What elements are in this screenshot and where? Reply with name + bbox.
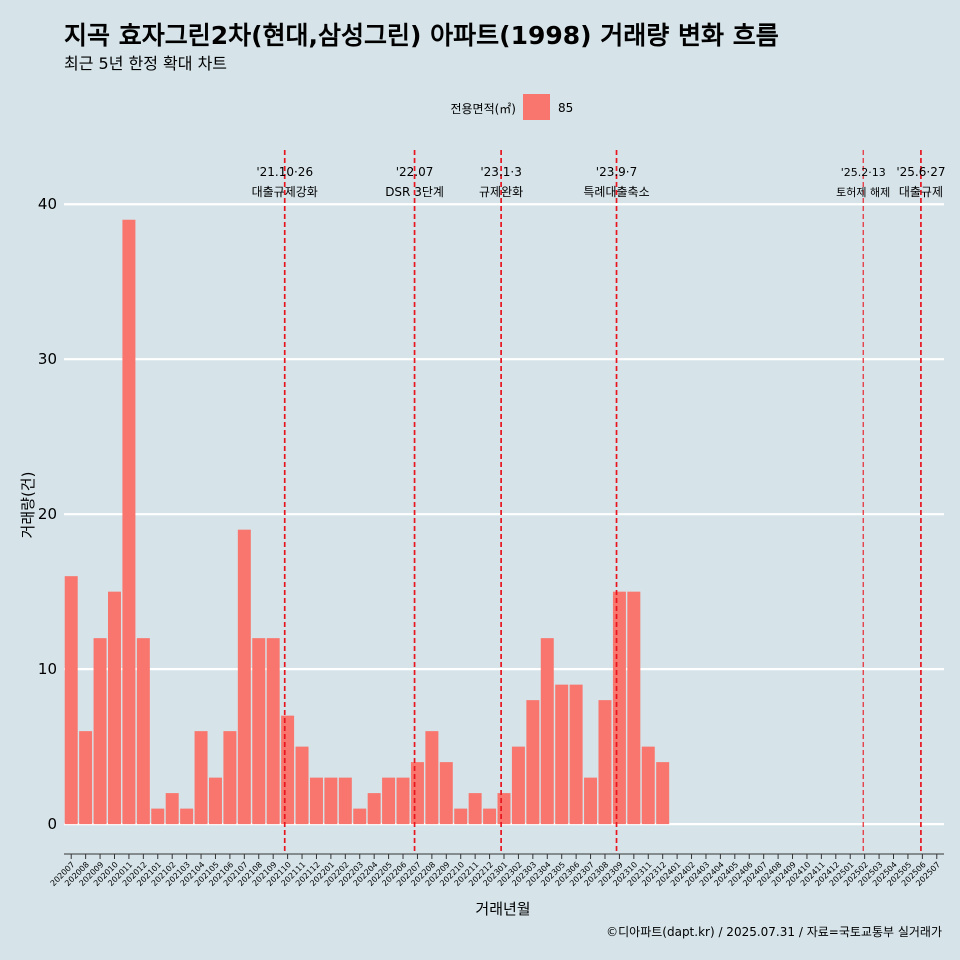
bar xyxy=(439,762,453,825)
legend: 전용면적(㎡) 85 xyxy=(450,94,573,120)
legend-title: 전용면적(㎡) xyxy=(450,102,516,116)
bar xyxy=(136,638,150,825)
grid-lines xyxy=(64,203,944,826)
bar xyxy=(281,715,295,825)
bar xyxy=(266,638,280,825)
x-axis: 2020072020082020092020102020112020122021… xyxy=(49,853,944,888)
chart-subtitle: 최근 5년 한정 확대 차트 xyxy=(64,54,227,73)
bar xyxy=(79,731,93,825)
bar xyxy=(324,777,338,825)
bar xyxy=(194,731,208,825)
bar xyxy=(410,762,424,825)
bar xyxy=(396,777,410,825)
bar xyxy=(540,638,554,825)
bar xyxy=(295,746,309,825)
legend-key xyxy=(523,94,550,120)
event-label: 토허제 해제 xyxy=(836,185,890,199)
bar xyxy=(353,808,367,825)
bar xyxy=(612,591,626,825)
bar xyxy=(208,777,222,825)
bar xyxy=(64,576,78,825)
caption: ©디아파트(dapt.kr) / 2025.07.31 / 자료=국토교통부 실… xyxy=(606,925,942,939)
bar xyxy=(641,746,655,825)
y-tick-label: 30 xyxy=(38,350,57,368)
bar xyxy=(511,746,525,825)
legend-label: 85 xyxy=(558,101,573,115)
bar xyxy=(555,684,569,825)
bar xyxy=(569,684,583,825)
y-tick-label: 40 xyxy=(38,195,57,213)
bar xyxy=(252,638,266,825)
y-axis: 0 10 20 30 40 xyxy=(38,195,57,833)
bar xyxy=(468,793,482,825)
bar xyxy=(180,808,194,825)
bar xyxy=(165,793,179,825)
bar xyxy=(584,777,598,825)
event-label: 대출규제 xyxy=(899,185,943,199)
y-tick-label: 0 xyxy=(47,815,57,833)
event-label: DSR 3단계 xyxy=(385,185,444,199)
bar xyxy=(598,700,612,825)
event-label: 대출규제강화 xyxy=(252,185,318,199)
x-axis-title: 거래년월 xyxy=(475,900,530,918)
chart-title: 지곡 효자그린2차(현대,삼성그린) 아파트(1998) 거래량 변화 흐름 xyxy=(64,21,779,50)
bar xyxy=(497,793,511,825)
bar xyxy=(122,219,136,825)
bar xyxy=(483,808,497,825)
bar xyxy=(338,777,352,825)
event-lines: '21.10·26 대출규제강화 '22.07 DSR 3단계 '23.1·3 규제완화 '… xyxy=(252,150,945,852)
bar xyxy=(425,731,439,825)
bar xyxy=(151,808,165,825)
bar xyxy=(627,591,641,825)
bar xyxy=(526,700,540,825)
event-date: '23.9·7 xyxy=(596,165,637,179)
event-label: 규제완화 xyxy=(479,185,523,199)
event-date: '23.1·3 xyxy=(480,165,521,179)
event-date: '25.2·13 xyxy=(841,166,886,179)
bar xyxy=(108,591,121,825)
event-label: 특례대출축소 xyxy=(583,185,649,199)
bar xyxy=(367,793,381,825)
bar xyxy=(382,777,396,825)
bar xyxy=(237,529,251,825)
bar xyxy=(93,638,107,825)
y-axis-title: 거래량(건) xyxy=(19,472,37,539)
bar xyxy=(309,777,323,825)
bar xyxy=(454,808,468,825)
y-tick-label: 20 xyxy=(38,505,57,523)
bars xyxy=(64,219,670,825)
y-tick-label: 10 xyxy=(38,660,57,678)
event-date: '22.07 xyxy=(396,165,434,179)
bar xyxy=(223,731,237,825)
event-date: '21.10·26 xyxy=(256,165,313,179)
bar xyxy=(656,762,670,825)
event-date: '25.6·27 xyxy=(896,165,945,179)
